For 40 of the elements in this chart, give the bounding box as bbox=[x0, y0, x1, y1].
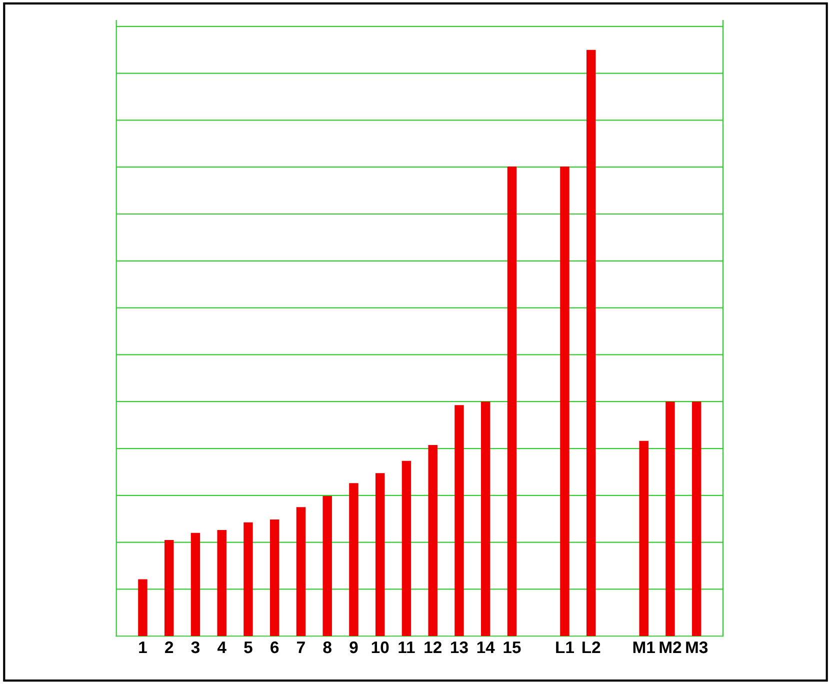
bar bbox=[428, 444, 438, 636]
bar bbox=[454, 405, 464, 636]
bar bbox=[586, 50, 596, 636]
x-tick-label: 12 bbox=[424, 641, 442, 654]
bar bbox=[322, 496, 332, 636]
bar bbox=[217, 530, 226, 636]
bar bbox=[244, 522, 253, 636]
x-tick-label: M1 bbox=[633, 642, 655, 654]
x-tick-label: 14 bbox=[477, 642, 495, 654]
x-tick-label: 5 bbox=[244, 642, 252, 654]
bar bbox=[375, 473, 385, 636]
bar bbox=[666, 402, 675, 636]
x-tick-label: 2 bbox=[165, 641, 174, 654]
x-tick-label: 4 bbox=[217, 642, 226, 654]
x-tick-label: 3 bbox=[191, 641, 200, 654]
bar bbox=[296, 507, 306, 636]
x-tick-label: 11 bbox=[398, 642, 415, 654]
bar bbox=[349, 483, 358, 636]
bar bbox=[639, 440, 648, 636]
x-tick-label: L1 bbox=[556, 642, 574, 654]
x-tick-label: 1 bbox=[139, 642, 147, 654]
x-tick-label: 13 bbox=[451, 641, 468, 654]
bar bbox=[270, 519, 280, 636]
x-tick-label: 8 bbox=[323, 641, 332, 654]
x-tick-label: 15 bbox=[504, 642, 521, 654]
x-tick-label: 6 bbox=[270, 641, 279, 654]
x-tick-label: L2 bbox=[582, 641, 600, 654]
x-tick-label: M2 bbox=[660, 641, 682, 654]
x-tick-label: M3 bbox=[686, 641, 708, 654]
bar bbox=[164, 540, 174, 636]
x-tick-label: 10 bbox=[372, 641, 389, 654]
bar bbox=[692, 402, 702, 636]
bar bbox=[138, 579, 148, 636]
bar bbox=[190, 532, 200, 636]
bar bbox=[560, 166, 570, 636]
bar bbox=[507, 166, 517, 636]
x-tick-label: 9 bbox=[350, 641, 358, 654]
bar bbox=[402, 460, 412, 636]
x-tick-label: 7 bbox=[297, 642, 305, 654]
bar bbox=[480, 402, 490, 636]
